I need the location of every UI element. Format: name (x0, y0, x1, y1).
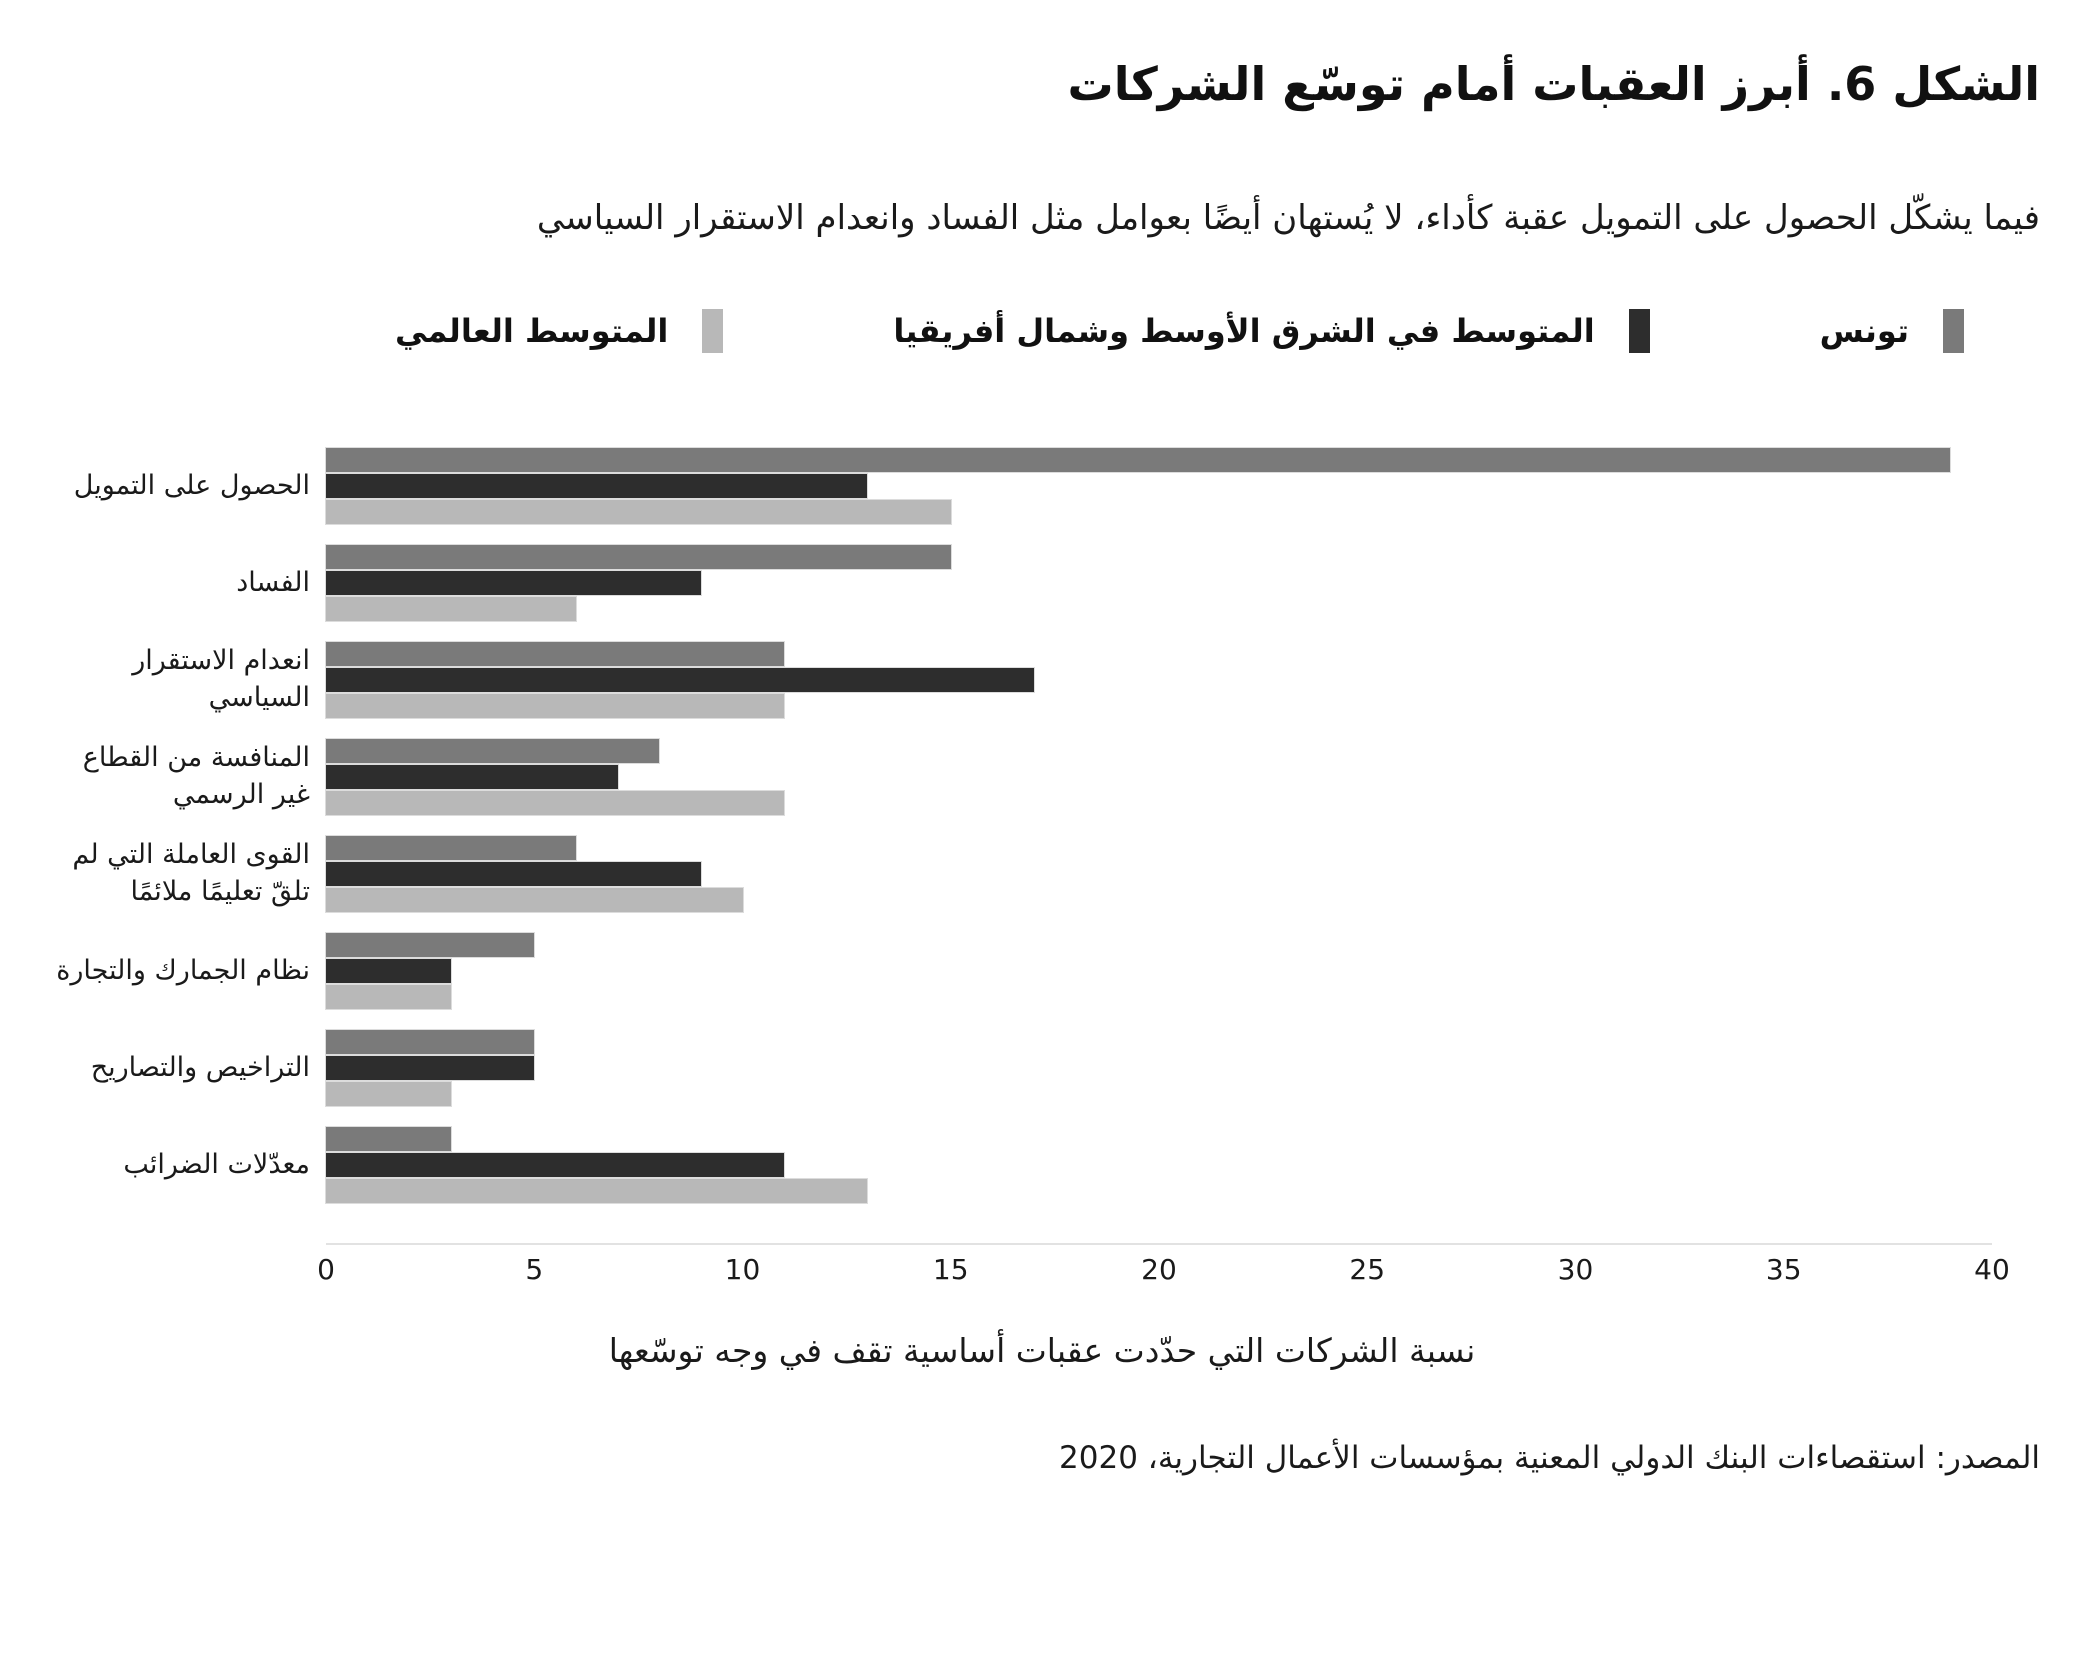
category-label: المنافسة من القطاع غير الرسمي (82, 742, 310, 810)
bar-group: الفساد (40, 534, 1992, 631)
legend-item-world: المتوسط العالمي (394, 309, 724, 354)
x-axis-tick-label: 10 (724, 1253, 761, 1287)
x-axis-label: نسبة الشركات التي حدّدت عقبات أساسية تقف… (608, 1331, 1476, 1371)
x-axis-line (326, 1243, 1992, 1246)
bar-world (325, 886, 744, 913)
page-title: الشكل 6. أبرز العقبات أمام توسّع الشركات (1067, 57, 2041, 111)
category-label: التراخيص والتصاريح (90, 1051, 310, 1083)
bar-tunisia (325, 1125, 452, 1152)
bar-world (325, 595, 577, 622)
bar-mena (324, 666, 1036, 693)
bar-tunisia (325, 543, 952, 570)
bar-tunisia (324, 446, 1952, 473)
bar-world (325, 498, 952, 525)
bar-tunisia (324, 931, 536, 958)
legend: تونس المتوسط في الشرق الأوسط وشمال أفريق… (0, 307, 2084, 355)
x-axis-tick-label: 40 (1974, 1253, 2010, 1287)
x-axis-tick-label: 0 (317, 1253, 335, 1287)
category-label: معدّلات الضرائب (123, 1148, 310, 1180)
category-label: انعدام الاستقرار السياسي (132, 645, 310, 713)
source-note: المصدر: استقصاءات البنك الدولي المعنية ب… (1059, 1440, 2040, 1477)
bar-mena (324, 1151, 786, 1178)
bar-stack (324, 631, 1992, 728)
bar-stack (324, 1019, 1992, 1116)
legend-label-tunisia: تونس (1819, 312, 1909, 351)
category-label: الحصول على التمويل (73, 469, 310, 501)
category-label: الفساد (236, 566, 310, 598)
figure-header: الشكل 6. أبرز العقبات أمام توسّع الشركات… (0, 0, 2084, 245)
legend-item-mena: المتوسط في الشرق الأوسط وشمال أفريقيا (893, 309, 1650, 354)
bar-tunisia (324, 640, 786, 667)
legend-swatch-world (702, 309, 724, 354)
bar-mena (324, 1054, 536, 1081)
bar-world (324, 692, 786, 719)
axis-area: 0 5 10 15 20 25 30 35 40 (317, 1213, 2010, 1293)
legend-label-world: المتوسط العالمي (394, 312, 669, 351)
axis-spacer (40, 1213, 326, 1293)
x-axis-tick-label: 25 (1349, 1253, 1386, 1287)
bar-mena (325, 860, 702, 887)
x-axis-tick-label: 20 (1141, 1253, 1177, 1287)
x-axis: 0 5 10 15 20 25 30 35 40 (40, 1213, 2010, 1293)
bar-mena (325, 957, 452, 984)
bar-stack (324, 437, 1992, 534)
legend-label-mena: المتوسط في الشرق الأوسط وشمال أفريقيا (893, 312, 1595, 351)
bar-stack (325, 534, 1992, 631)
bar-tunisia (324, 1028, 536, 1055)
x-axis-tick-label: 5 (525, 1253, 544, 1287)
bar-group: نظام الجمارك والتجارة (40, 922, 1992, 1019)
x-axis-tick-label: 30 (1557, 1253, 1594, 1287)
x-axis-tick-label: 15 (932, 1253, 969, 1287)
legend-item-tunisia: تونس (1819, 309, 1964, 354)
bar-group: معدّلات الضرائب (40, 1116, 1992, 1213)
legend-swatch-tunisia (1943, 309, 1964, 354)
bar-tunisia (325, 834, 577, 861)
bar-tunisia (324, 737, 661, 764)
x-axis-ticks: 0 5 10 15 20 25 30 35 40 (317, 1253, 2010, 1293)
bar-group: القوى العاملة التي لم تلقّ تعليمًا ملائم… (40, 825, 1992, 922)
bar-group: المنافسة من القطاع غير الرسمي (40, 728, 1992, 825)
bar-group: الحصول على التمويل (40, 437, 1992, 534)
bar-mena (325, 763, 619, 790)
bar-groups: الحصول على التمويل الفساد انعدام الاستقرار… (40, 437, 1992, 1213)
bar-world (325, 983, 452, 1010)
bar-stack (324, 1116, 1992, 1213)
bar-chart: الحصول على التمويل الفساد انعدام الاستقرار… (0, 437, 2084, 1293)
bar-mena (324, 472, 869, 499)
bar-group: انعدام الاستقرار السياسي (40, 631, 1992, 728)
bar-world (324, 789, 786, 816)
bar-mena (325, 569, 702, 596)
page-subtitle: فيما يشكّل الحصول على التمويل عقبة كأداء… (536, 197, 2040, 238)
bar-group: التراخيص والتصاريح (40, 1019, 1992, 1116)
bar-stack (324, 728, 1992, 825)
bar-stack (324, 922, 1992, 1019)
category-label: القوى العاملة التي لم تلقّ تعليمًا ملائم… (72, 839, 310, 907)
legend-swatch-mena (1628, 309, 1650, 354)
category-label: نظام الجمارك والتجارة (56, 954, 310, 986)
bar-world (325, 1080, 452, 1107)
x-axis-tick-label: 35 (1765, 1253, 1802, 1287)
bar-stack (325, 825, 1992, 922)
bar-world (324, 1177, 869, 1204)
